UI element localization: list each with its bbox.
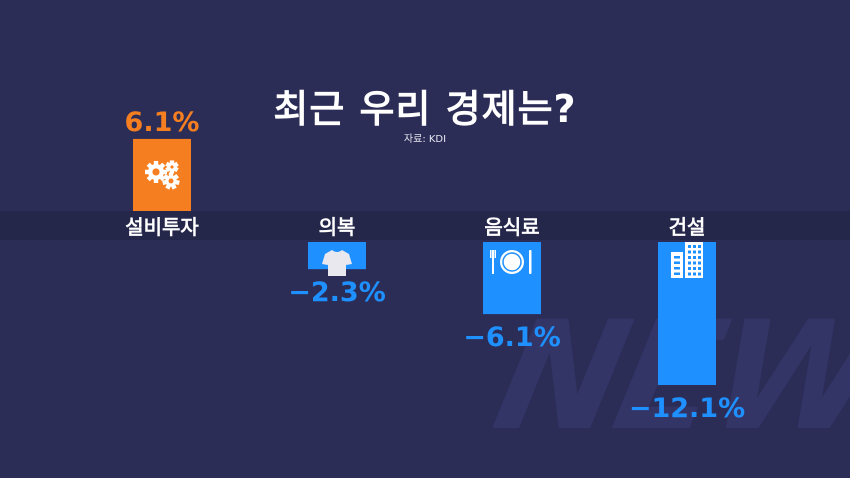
value-label: −6.1% (463, 322, 561, 353)
zero-axis-band (0, 211, 850, 240)
building-icon (671, 242, 703, 278)
category-label: 의복 (319, 215, 356, 239)
category-label: 음식료 (484, 215, 539, 239)
plate-icon (490, 250, 532, 274)
value-label: 6.1% (125, 107, 200, 138)
chart-source: 자료: KDI (403, 134, 447, 145)
category-label: 건설 (669, 215, 706, 239)
value-label: −12.1% (629, 393, 745, 424)
value-label: −2.3% (288, 277, 386, 308)
shirt-icon (322, 250, 352, 276)
category-label: 설비투자 (125, 215, 199, 239)
chart-title: 최근 우리 경제는? (273, 87, 577, 131)
gears-icon (145, 160, 180, 190)
